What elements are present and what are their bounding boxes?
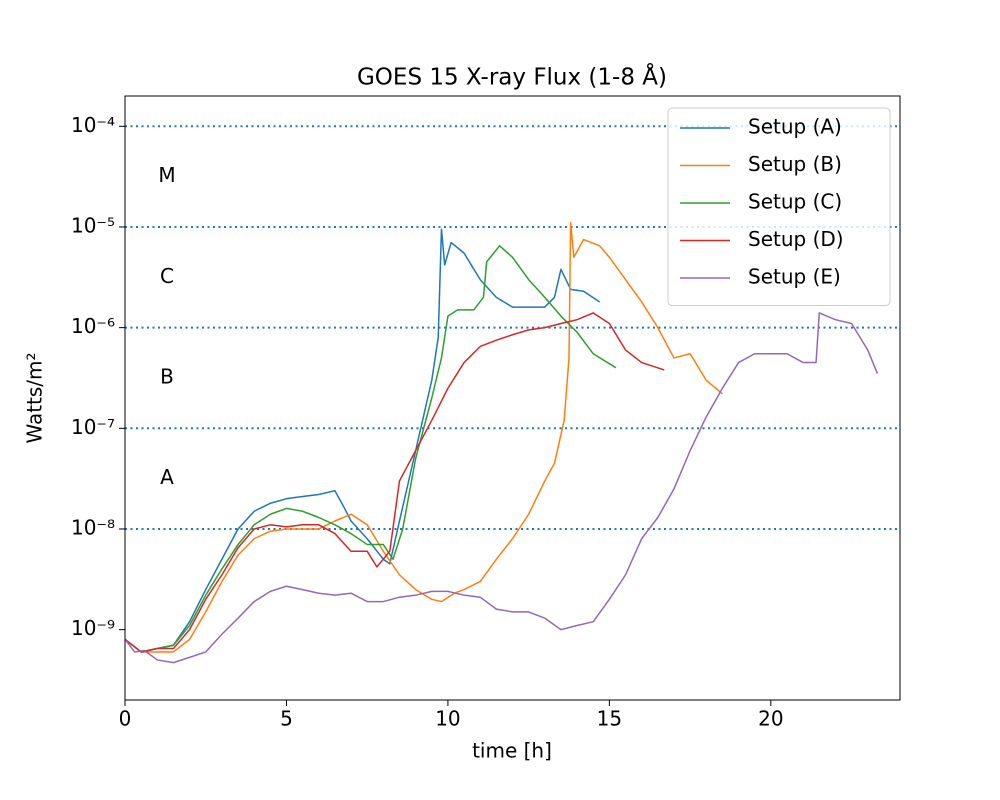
legend-label: Setup (E) bbox=[748, 265, 841, 289]
series-line bbox=[125, 245, 617, 653]
legend-label: Setup (D) bbox=[748, 227, 844, 251]
y-axis-label: Watts/m² bbox=[23, 352, 47, 443]
legend-label: Setup (C) bbox=[748, 190, 842, 214]
x-axis-label: time [h] bbox=[472, 739, 552, 763]
x-tick-label: 15 bbox=[597, 707, 622, 731]
x-tick-label: 20 bbox=[758, 707, 783, 731]
legend-box bbox=[667, 107, 891, 306]
class-label: B bbox=[160, 364, 174, 388]
y-tick-label: 10⁻⁷ bbox=[71, 415, 115, 439]
class-label: M bbox=[158, 163, 175, 187]
legend-label: Setup (B) bbox=[748, 152, 842, 176]
x-tick-label: 10 bbox=[435, 707, 460, 731]
x-tick-label: 5 bbox=[280, 707, 293, 731]
x-tick-label: 0 bbox=[119, 707, 132, 731]
series-line bbox=[125, 312, 665, 653]
legend-label: Setup (A) bbox=[748, 115, 842, 139]
series-line bbox=[125, 312, 879, 664]
series-line bbox=[125, 228, 601, 653]
plot-lines bbox=[125, 222, 879, 664]
chart-title: GOES 15 X-ray Flux (1-8 Å) bbox=[357, 63, 667, 91]
y-tick-label: 10⁻⁴ bbox=[71, 113, 115, 137]
axes-frame bbox=[124, 95, 901, 701]
y-tick-label: 10⁻⁵ bbox=[71, 213, 115, 237]
y-tick-label: 10⁻⁶ bbox=[71, 314, 115, 338]
y-tick-label: 10⁻⁸ bbox=[71, 515, 115, 539]
class-label: A bbox=[160, 465, 174, 489]
class-label: C bbox=[160, 264, 174, 288]
y-tick-label: 10⁻⁹ bbox=[71, 616, 115, 640]
